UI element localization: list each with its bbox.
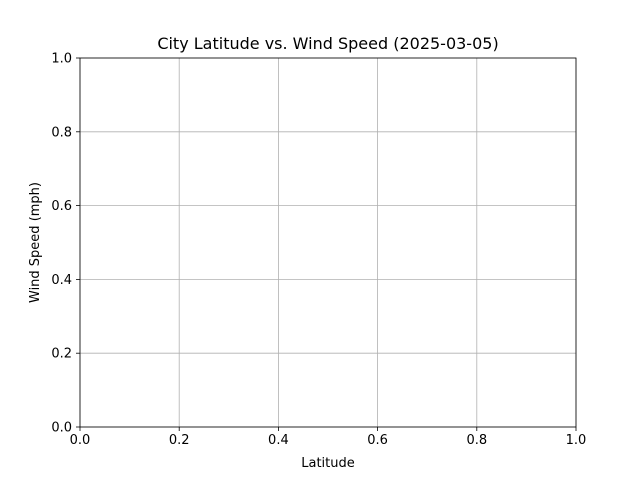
x-tick-label: 0.6 — [367, 433, 388, 448]
y-tick-label: 0.2 — [51, 347, 72, 362]
chart-title: City Latitude vs. Wind Speed (2025-03-05… — [157, 34, 498, 53]
y-tick-label: 0.0 — [51, 421, 72, 436]
grid — [79, 57, 577, 428]
x-tick-label: 0.4 — [268, 433, 289, 448]
x-tick-label: 1.0 — [566, 433, 587, 448]
x-tick-label: 0.0 — [70, 433, 91, 448]
x-axis-label: Latitude — [301, 456, 355, 471]
x-tick-label: 0.2 — [169, 433, 190, 448]
plot-area-frame — [79, 57, 577, 428]
y-axis-label: Wind Speed (mph) — [28, 182, 43, 303]
y-tick-label: 1.0 — [51, 52, 72, 67]
axis-ticks: 0.0 0.2 0.4 0.6 0.8 1.0 0.0 0.2 0.4 0.6 0.8 1.0 — [51, 52, 586, 449]
y-tick-label: 0.8 — [51, 125, 72, 140]
y-tick-label: 0.4 — [51, 273, 72, 288]
x-tick-label: 0.8 — [466, 433, 487, 448]
y-tick-label: 0.6 — [51, 199, 72, 214]
